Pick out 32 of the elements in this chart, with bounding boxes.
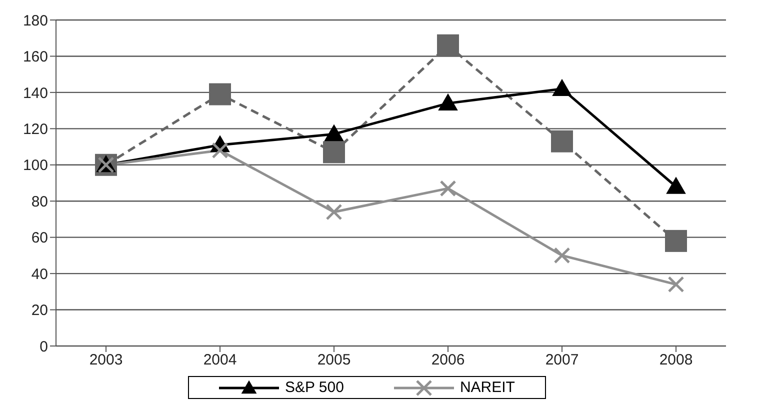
point xyxy=(323,141,345,164)
point xyxy=(438,93,458,111)
x-tick-label: 2007 xyxy=(545,352,579,369)
point xyxy=(551,130,573,152)
point xyxy=(326,204,342,220)
point xyxy=(665,230,687,252)
point xyxy=(668,276,684,293)
y-tick-label: 120 xyxy=(22,120,48,138)
point xyxy=(437,34,459,56)
x-tick-label: 2003 xyxy=(89,352,123,369)
x-tick-label: 2008 xyxy=(659,352,693,369)
x-tick-label: 2004 xyxy=(203,352,237,369)
point xyxy=(666,176,686,194)
legend-label: S&P 500 xyxy=(285,379,344,396)
y-tick-label: 180 xyxy=(22,12,48,30)
point xyxy=(552,78,572,96)
point xyxy=(209,83,231,106)
y-tick-label: 0 xyxy=(40,338,48,356)
legend-label: NAREIT xyxy=(460,379,515,396)
x-tick-label: 2006 xyxy=(431,352,465,369)
y-tick-label: 40 xyxy=(31,266,48,283)
y-tick-label: 160 xyxy=(22,48,48,66)
y-tick-label: 20 xyxy=(31,302,48,320)
y-tick-label: 80 xyxy=(31,193,48,210)
point xyxy=(324,124,344,142)
point xyxy=(440,180,456,197)
point xyxy=(212,142,228,159)
y-tick-label: 60 xyxy=(31,230,48,247)
y-tick-label: 140 xyxy=(22,84,48,102)
y-tick-label: 100 xyxy=(22,157,48,174)
x-tick-label: 2005 xyxy=(317,352,351,369)
point xyxy=(554,247,570,264)
